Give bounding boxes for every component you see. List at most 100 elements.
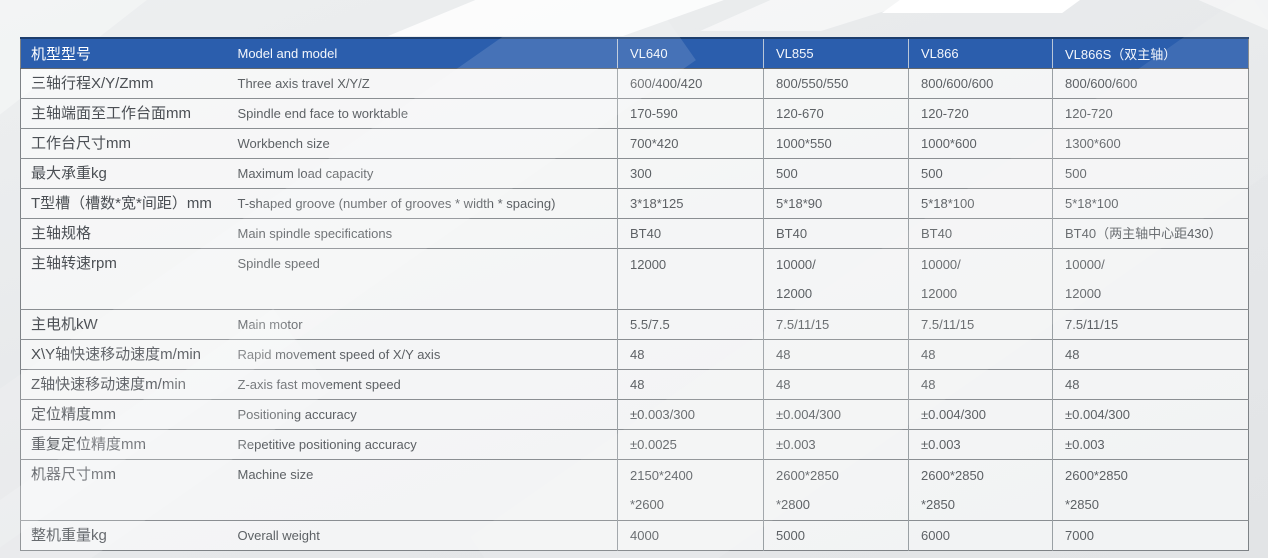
table-row: X\Y轴快速移动速度m/min Rapid movement speed of … <box>20 338 1249 369</box>
cell-vl855: ±0.003 <box>763 428 909 459</box>
cell-vl855: ±0.004/300 <box>763 398 909 429</box>
row-label-en: T-shaped groove (number of grooves * wid… <box>235 187 618 218</box>
row-label-cn: 定位精度mm <box>20 398 236 429</box>
diagonal-highlight-shape <box>1198 0 1268 30</box>
table-row: 最大承重kg Maximum load capacity 300 500 500… <box>20 157 1249 188</box>
cell-vl640: 48 <box>617 338 764 369</box>
cell-vl866s: 7.5/11/15 <box>1052 308 1249 339</box>
cell-vl640: 4000 <box>617 519 764 550</box>
row-label-cn: 重复定位精度mm <box>20 428 236 459</box>
cell-vl866s: 48 <box>1052 368 1249 399</box>
row-label-cn: 主轴规格 <box>20 217 236 248</box>
header-label-en: Model and model <box>235 37 618 69</box>
cell-vl866s: 5*18*100 <box>1052 187 1249 218</box>
cell-vl640: BT40 <box>617 217 764 248</box>
row-label-cn: 最大承重kg <box>20 157 236 188</box>
row-label-en: Three axis travel X/Y/Z <box>235 67 618 98</box>
table-row: T型槽（槽数*宽*间距）mm T-shaped groove (number o… <box>20 187 1249 218</box>
cell-vl866: 2600*2850 *2850 <box>908 458 1053 520</box>
diagonal-highlight-shape <box>388 0 724 36</box>
cell-vl640: ±0.0025 <box>617 428 764 459</box>
cell-vl866: 6000 <box>908 519 1053 550</box>
cell-vl855: 120-670 <box>763 97 909 128</box>
cell-vl855: 5000 <box>763 519 909 550</box>
header-model-vl640: VL640 <box>617 37 764 69</box>
cell-vl855: 48 <box>763 368 909 399</box>
cell-vl866s: 2600*2850 *2850 <box>1052 458 1249 520</box>
row-label-en: Maximum load capacity <box>235 157 618 188</box>
cell-vl640: 700*420 <box>617 127 764 158</box>
cell-vl866s: 800/600/600 <box>1052 67 1249 98</box>
cell-vl855: 500 <box>763 157 909 188</box>
row-label-en: Workbench size <box>235 127 618 158</box>
table-row: 重复定位精度mm Repetitive positioning accuracy… <box>20 428 1249 459</box>
table-row: 机器尺寸mm Machine size 2150*2400 *2600 2600… <box>20 458 1249 520</box>
row-label-cn: 工作台尺寸mm <box>20 127 236 158</box>
cell-vl640: 3*18*125 <box>617 187 764 218</box>
table-row: 主轴端面至工作台面mm Spindle end face to worktabl… <box>20 97 1249 128</box>
cell-vl866s: 48 <box>1052 338 1249 369</box>
cell-vl866s: ±0.003 <box>1052 428 1249 459</box>
row-label-en: Main spindle specifications <box>235 217 618 248</box>
table-row: 整机重量kg Overall weight 4000 5000 6000 700… <box>20 519 1249 550</box>
row-label-cn: Z轴快速移动速度m/min <box>20 368 236 399</box>
table-row: 定位精度mm Positioning accuracy ±0.003/300 ±… <box>20 398 1249 429</box>
spec-table-container: 机型型号 Model and model VL640 VL855 VL866 V… <box>20 37 1249 551</box>
cell-vl866: 7.5/11/15 <box>908 308 1053 339</box>
cell-vl640: 2150*2400 *2600 <box>617 458 764 520</box>
diagonal-highlight-shape <box>882 0 1080 13</box>
row-label-cn: 主轴转速rpm <box>20 247 236 309</box>
table-row: Z轴快速移动速度m/min Z-axis fast movement speed… <box>20 368 1249 399</box>
row-label-cn: 三轴行程X/Y/Zmm <box>20 67 236 98</box>
header-model-vl855: VL855 <box>763 37 909 69</box>
cell-vl640: 5.5/7.5 <box>617 308 764 339</box>
cell-vl640: 170-590 <box>617 97 764 128</box>
row-label-cn: 整机重量kg <box>20 519 236 550</box>
cell-vl855: 48 <box>763 338 909 369</box>
table-row: 主电机kW Main motor 5.5/7.5 7.5/11/15 7.5/1… <box>20 308 1249 339</box>
cell-vl640: 300 <box>617 157 764 188</box>
row-label-en: Spindle end face to worktable <box>235 97 618 128</box>
row-label-cn: 主电机kW <box>20 308 236 339</box>
row-label-cn: 主轴端面至工作台面mm <box>20 97 236 128</box>
cell-vl866: 5*18*100 <box>908 187 1053 218</box>
row-label-en: Rapid movement speed of X/Y axis <box>235 338 618 369</box>
header-model-vl866: VL866 <box>908 37 1053 69</box>
cell-vl640: 48 <box>617 368 764 399</box>
cell-vl866: 500 <box>908 157 1053 188</box>
cell-vl866s: 7000 <box>1052 519 1249 550</box>
cell-vl855: 800/550/550 <box>763 67 909 98</box>
cell-vl866s: 10000/ 12000 <box>1052 247 1249 309</box>
cell-vl640: 12000 <box>617 247 764 309</box>
diagonal-highlight-shape <box>700 0 920 31</box>
header-row: 机型型号 Model and model VL640 VL855 VL866 V… <box>20 37 1249 69</box>
cell-vl640: 600/400/420 <box>617 67 764 98</box>
cell-vl866: 10000/ 12000 <box>908 247 1053 309</box>
row-label-cn: 机器尺寸mm <box>20 458 236 520</box>
cell-vl866s: 1300*600 <box>1052 127 1249 158</box>
cell-vl866s: BT40（两主轴中心距430） <box>1052 217 1249 248</box>
cell-vl866s: 500 <box>1052 157 1249 188</box>
row-label-en: Main motor <box>235 308 618 339</box>
table-row: 三轴行程X/Y/Zmm Three axis travel X/Y/Z 600/… <box>20 67 1249 98</box>
table-row: 主轴转速rpm Spindle speed 12000 10000/ 12000… <box>20 247 1249 309</box>
cell-vl866: 120-720 <box>908 97 1053 128</box>
cell-vl855: BT40 <box>763 217 909 248</box>
row-label-en: Spindle speed <box>235 247 618 309</box>
cell-vl866: ±0.003 <box>908 428 1053 459</box>
cell-vl640: ±0.003/300 <box>617 398 764 429</box>
cell-vl866: BT40 <box>908 217 1053 248</box>
cell-vl866: 48 <box>908 338 1053 369</box>
cell-vl866: 1000*600 <box>908 127 1053 158</box>
row-label-en: Overall weight <box>235 519 618 550</box>
cell-vl866s: 120-720 <box>1052 97 1249 128</box>
row-label-en: Machine size <box>235 458 618 520</box>
cell-vl855: 10000/ 12000 <box>763 247 909 309</box>
machine-spec-table: 机型型号 Model and model VL640 VL855 VL866 V… <box>20 37 1249 551</box>
row-label-en: Positioning accuracy <box>235 398 618 429</box>
row-label-cn: X\Y轴快速移动速度m/min <box>20 338 236 369</box>
table-row: 工作台尺寸mm Workbench size 700*420 1000*550 … <box>20 127 1249 158</box>
cell-vl855: 2600*2850 *2800 <box>763 458 909 520</box>
cell-vl855: 1000*550 <box>763 127 909 158</box>
